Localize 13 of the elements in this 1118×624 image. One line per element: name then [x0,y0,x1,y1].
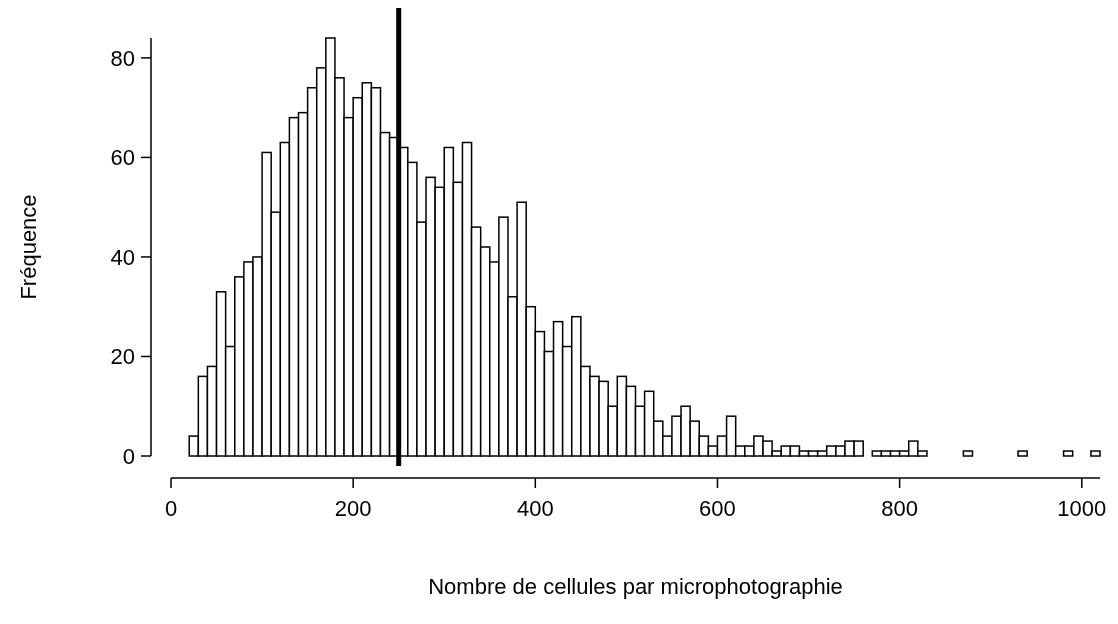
x-tick-label: 800 [881,496,918,521]
x-axis-title: Nombre de cellules par microphotographie [428,574,843,599]
x-tick-label: 1000 [1057,496,1107,521]
y-tick-label: 60 [110,145,135,171]
y-tick-label: 80 [110,45,135,71]
x-tick-label: 600 [699,496,736,521]
y-axis-title: Fréquence [16,194,41,300]
y-tick-label: 0 [122,443,135,469]
y-tick-label: 20 [110,344,135,370]
x-tick-label: 0 [164,496,178,521]
x-tick-label: 200 [334,496,372,521]
x-tick-label: 400 [516,496,554,521]
y-tick-label: 40 [110,244,135,270]
